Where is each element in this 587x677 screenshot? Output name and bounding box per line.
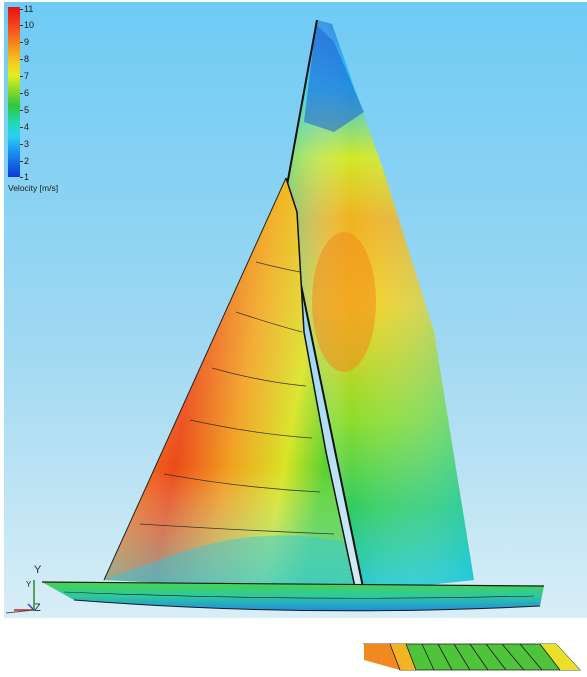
legend-colorbar (8, 7, 20, 177)
legend-tick: 2 (19, 156, 30, 166)
legend-tick: 9 (19, 37, 30, 47)
legend-tick: 6 (19, 88, 30, 98)
axis-y-label: Y (34, 564, 42, 576)
hull (41, 581, 545, 612)
legend-title: Velocity [m/s] (8, 183, 59, 193)
legend-tick: 10 (19, 20, 35, 30)
axis-z-label: Z (34, 602, 41, 614)
cfd-viewport (4, 2, 587, 618)
axis-triad-icon (5, 580, 35, 614)
legend-tick: 3 (19, 139, 30, 149)
legend-tick: 11 (19, 4, 34, 14)
hull-section-strip (362, 643, 581, 671)
axis-y-small-label: Y (26, 580, 32, 589)
jib-sail (103, 177, 357, 593)
legend-tick: 8 (19, 54, 30, 64)
legend-tick: 5 (19, 105, 30, 115)
velocity-legend: 11 10 9 8 7 6 5 4 3 2 1 Velocity [m/s] (8, 4, 78, 199)
legend-tick: 1 (19, 172, 30, 182)
legend-tick: 4 (19, 122, 30, 132)
axis-triad: Y Z Y (4, 564, 50, 616)
legend-tick: 7 (19, 71, 30, 81)
mainsail (282, 19, 474, 593)
